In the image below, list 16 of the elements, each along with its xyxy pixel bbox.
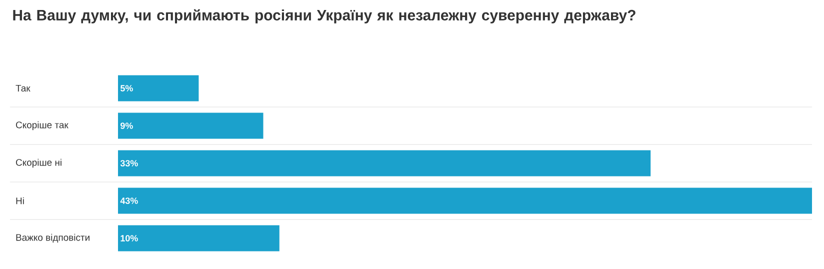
y-tick-label: Скоріше ні xyxy=(16,158,62,168)
bar xyxy=(118,150,651,176)
bar xyxy=(118,112,264,139)
y-tick-label: Так xyxy=(16,84,30,92)
data-label: 33% xyxy=(120,160,138,166)
chart-title: На Вашу думку, чи сприймають росіяни Україну як незалежну суверенну державу? xyxy=(13,9,636,24)
data-label: 9% xyxy=(120,122,133,129)
bar xyxy=(118,188,812,214)
bar xyxy=(118,225,280,252)
y-tick-label: Важко відповісти xyxy=(16,234,90,243)
y-tick-label: Ні xyxy=(16,197,24,204)
data-label: 43% xyxy=(120,198,138,204)
y-tick-label: Скоріше так xyxy=(16,121,68,130)
data-label: 5% xyxy=(120,85,133,92)
bar xyxy=(118,75,199,102)
data-label: 10% xyxy=(120,235,138,242)
